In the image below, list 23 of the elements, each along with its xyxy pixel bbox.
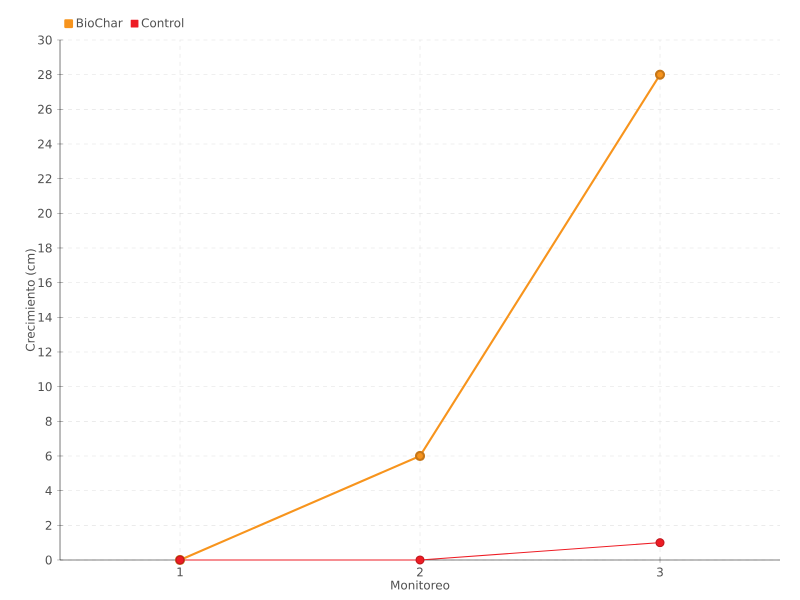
- x-tick-label: 3: [657, 568, 663, 577]
- y-tick-label: 4: [45, 486, 52, 496]
- x-tick-label: 2: [417, 568, 423, 576]
- y-tick-label: 26: [38, 104, 52, 114]
- y-tick-label: 2: [46, 520, 52, 530]
- y-tick-label: 28: [38, 70, 52, 80]
- y-tick-label: 22: [38, 174, 52, 184]
- y-tick-label: 30: [38, 35, 52, 44]
- y-tick-label: 10: [38, 382, 52, 392]
- y-tick-label: 20: [38, 208, 52, 218]
- y-tick-label: 24: [38, 140, 52, 148]
- y-tick-label: 18: [38, 243, 52, 252]
- x-axis-title: Monitoreo: [391, 580, 450, 590]
- legend-label: BioChar: [76, 18, 123, 28]
- y-axis-title: Crecimiento (cm): [25, 249, 36, 352]
- y-tick-label: 0: [46, 555, 52, 564]
- y-tick-label: 14: [38, 312, 52, 322]
- y-tick-label: 12: [38, 348, 52, 356]
- legend-label: Control: [142, 18, 184, 28]
- y-tick-label: 8: [46, 416, 52, 426]
- y-tick-label: 6: [46, 451, 52, 460]
- x-tick-label: 1: [178, 568, 183, 576]
- y-tick-label: 16: [38, 278, 52, 288]
